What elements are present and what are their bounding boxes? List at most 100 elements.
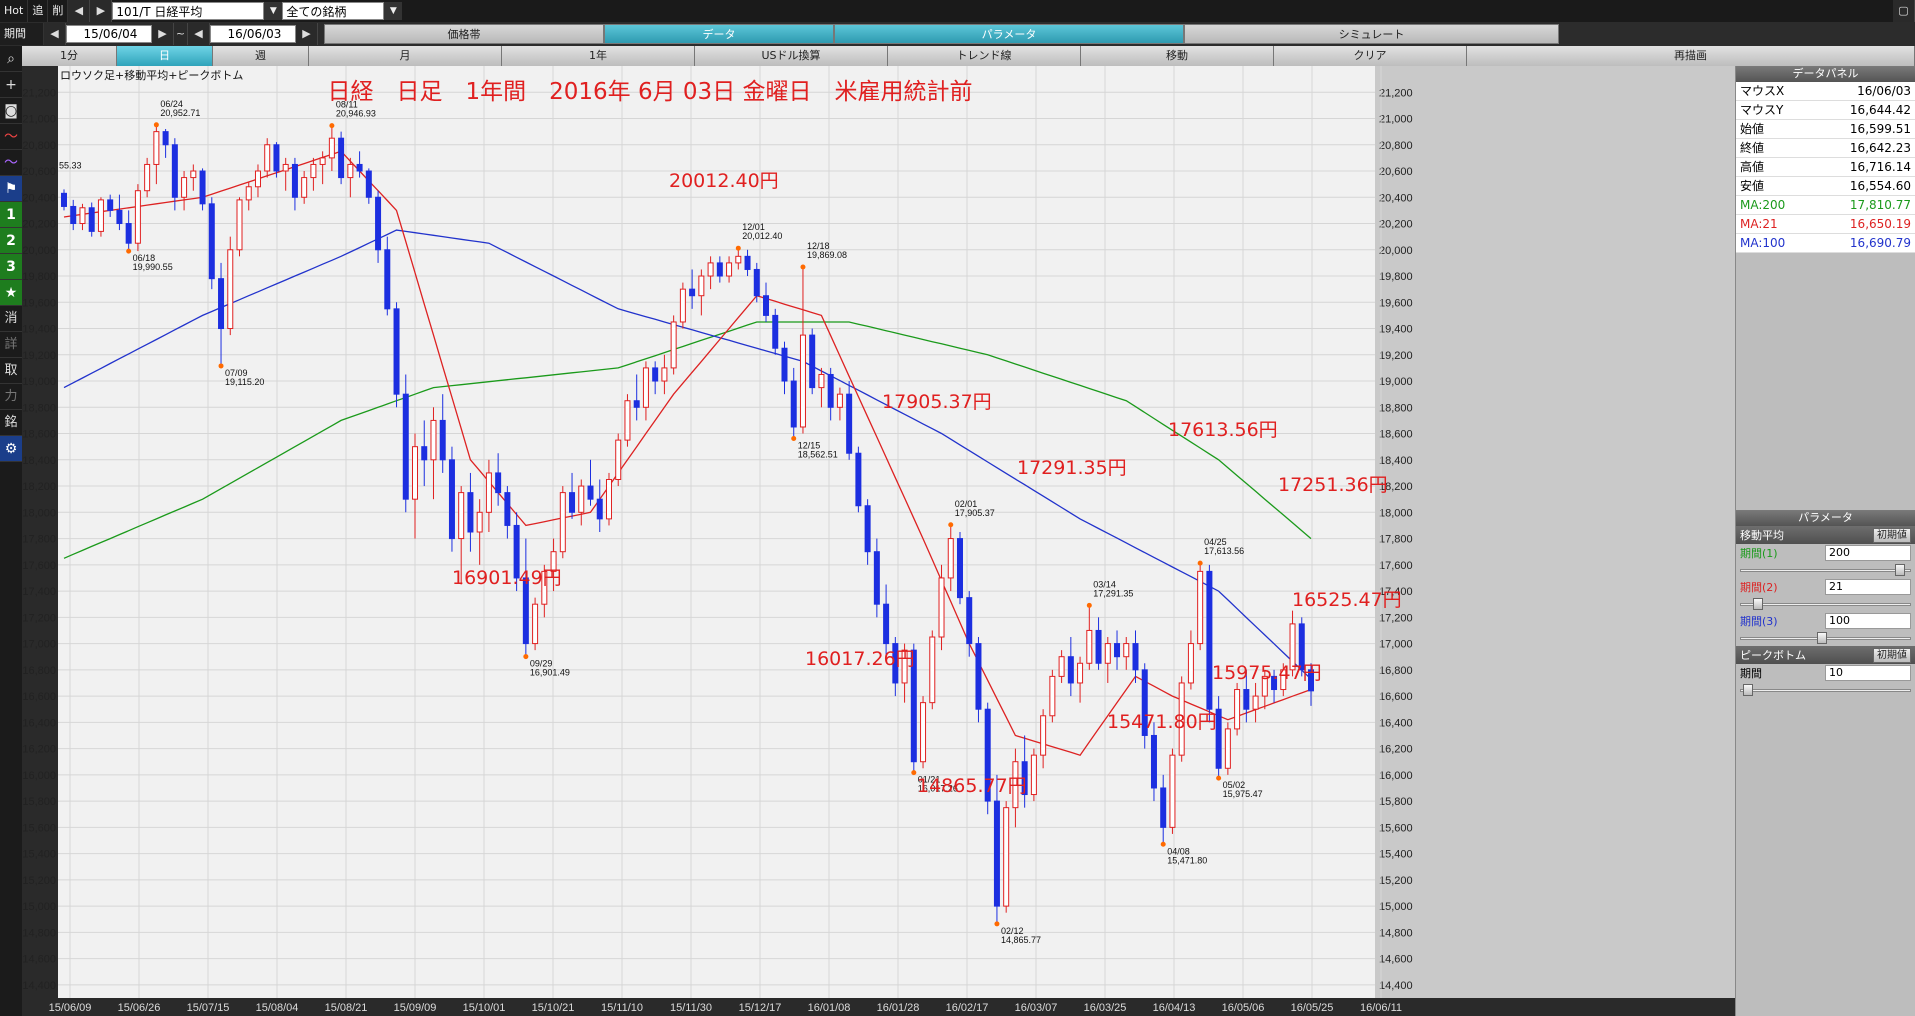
candle-body	[818, 373, 825, 389]
ma-param-label: 期間(3)	[1740, 615, 1778, 628]
timeframe-tab-8[interactable]: クリア	[1274, 46, 1467, 66]
gear-icon[interactable]: ⚙	[0, 436, 22, 462]
y-tick-label: 15,600	[1379, 822, 1413, 834]
y-tick-label: 14,400	[1379, 980, 1413, 992]
timeframe-tab-0[interactable]: 1分	[22, 46, 117, 66]
x-tick-label: 15/10/01	[463, 1002, 506, 1014]
filter-select[interactable]: 全ての銘柄	[282, 2, 385, 20]
timeframe-tab-2[interactable]: 週	[213, 46, 309, 66]
ma-param-field[interactable]: 200	[1825, 545, 1911, 561]
camera-icon[interactable]: ◙	[0, 98, 22, 124]
candle-body	[689, 288, 696, 297]
ma-slider-thumb[interactable]	[1752, 598, 1763, 610]
candle-body	[448, 459, 455, 540]
ma-reset-button[interactable]: 初期値	[1873, 527, 1911, 543]
tab-0[interactable]: 価格帯	[324, 24, 604, 44]
candlestick-chart[interactable]: 21,200 21,200 21,000 21,000 20,800 20,800 20,6…	[22, 66, 1735, 1016]
ma-slider-thumb[interactable]	[1816, 632, 1827, 644]
tab-3[interactable]: シミュレート	[1184, 24, 1559, 44]
candle-body	[532, 603, 539, 645]
peak-value-label: 19,869.08	[807, 250, 847, 260]
x-tick-label: 15/06/09	[49, 1002, 92, 1014]
line-chart-icon[interactable]: 〜	[0, 124, 22, 150]
timeframe-tab-3[interactable]: 月	[309, 46, 502, 66]
period-start-next-icon[interactable]: ▶	[152, 23, 174, 45]
flag-icon[interactable]: ⚑	[0, 176, 22, 202]
symbol-dropdown-icon[interactable]: ▼	[264, 2, 283, 20]
timeframe-tab-7[interactable]: 移動	[1081, 46, 1274, 66]
price-callout: 16901.49円	[452, 567, 562, 589]
symbol-select[interactable]: 101/T 日経平均	[112, 2, 265, 20]
peak-marker	[800, 264, 806, 270]
period-toolbar: 期間 ◀ 15/06/04 ▶ ~ ◀ 16/06/03 ▶ 価格帯 データ パラメ…	[0, 22, 1915, 46]
timeframe-tab-9[interactable]: 再描画	[1467, 46, 1915, 66]
prev-arrow-icon[interactable]: ◀	[68, 0, 91, 22]
pb-reset-button[interactable]: 初期値	[1873, 647, 1911, 663]
minimize-icon[interactable]: ▢	[1893, 0, 1915, 22]
star-icon[interactable]: ★	[0, 280, 22, 306]
slot-1-button[interactable]: 1	[0, 202, 22, 228]
slot-2-button[interactable]: 2	[0, 228, 22, 254]
candle-body	[1243, 689, 1250, 710]
trade-button[interactable]: 取	[0, 358, 22, 384]
y-tick-label: 17,600	[1379, 560, 1413, 572]
y-tick-label: 16,400	[1379, 717, 1413, 729]
hot-button[interactable]: Hot	[0, 0, 29, 22]
data-row-value: 16,642.23	[1849, 141, 1911, 155]
peak-marker	[911, 770, 917, 776]
ma-param-slider[interactable]	[1740, 562, 1911, 578]
timeframe-tab-6[interactable]: トレンド線	[888, 46, 1081, 66]
y-tick-label-left: 15,000	[22, 901, 56, 913]
pb-period-field[interactable]: 10	[1825, 665, 1911, 681]
ma-param-slider[interactable]	[1740, 596, 1911, 612]
plus-icon[interactable]: +	[0, 72, 22, 98]
candle-body	[698, 275, 705, 297]
slot-3-button[interactable]: 3	[0, 254, 22, 280]
tab-1[interactable]: データ	[604, 24, 834, 44]
pb-slider-thumb[interactable]	[1743, 684, 1754, 696]
candle-body	[1086, 629, 1093, 664]
period-end-next-icon[interactable]: ▶	[296, 23, 318, 45]
period-prev-icon[interactable]: ◀	[44, 23, 66, 45]
tab-2[interactable]: パラメータ	[834, 24, 1184, 44]
erase-button[interactable]: 消	[0, 306, 22, 332]
candle-body	[1224, 728, 1231, 769]
data-row: 終値 16,642.23	[1736, 139, 1915, 158]
candle-body	[892, 643, 899, 684]
y-tick-label: 15,200	[1379, 875, 1413, 887]
price-callout: 17613.56円	[1168, 419, 1278, 441]
line-chart2-icon[interactable]: 〜	[0, 150, 22, 176]
ma-param-field[interactable]: 21	[1825, 579, 1911, 595]
candle-body	[615, 439, 622, 480]
input-button[interactable]: 力	[0, 384, 22, 410]
ma-param-field[interactable]: 100	[1825, 613, 1911, 629]
chart-legend: ロウソク足+移動平均+ピークボトム	[60, 68, 243, 82]
timeframe-tab-1[interactable]: 日	[117, 46, 213, 66]
y-tick-label-left: 15,800	[22, 796, 56, 808]
next-arrow-icon[interactable]: ▶	[90, 0, 113, 22]
x-tick-label: 16/03/25	[1084, 1002, 1127, 1014]
delete-button[interactable]: 削	[48, 0, 69, 22]
peak-value-label: 14,865.77	[1001, 935, 1041, 945]
add-button[interactable]: 追	[28, 0, 49, 22]
ma-param-slider[interactable]	[1740, 630, 1911, 646]
price-callout: 15975.47円	[1212, 662, 1322, 684]
candle-body	[1271, 675, 1278, 691]
search-icon[interactable]: ⌕	[0, 46, 22, 72]
x-tick-label: 15/12/17	[739, 1002, 782, 1014]
period-end-prev-icon[interactable]: ◀	[188, 23, 210, 45]
pb-period-slider[interactable]	[1740, 682, 1911, 698]
period-start-field[interactable]: 15/06/04	[66, 25, 152, 43]
data-row-value: 16,644.42	[1849, 103, 1911, 117]
ma-slider-thumb[interactable]	[1895, 564, 1906, 576]
y-tick-label: 18,400	[1379, 455, 1413, 467]
filter-dropdown-icon[interactable]: ▼	[384, 2, 403, 20]
data-row-key: MA:100	[1740, 236, 1786, 250]
symbol-button[interactable]: 銘	[0, 410, 22, 436]
timeframe-tab-5[interactable]: USドル換算	[695, 46, 888, 66]
detail-button[interactable]: 詳	[0, 332, 22, 358]
period-end-field[interactable]: 16/06/03	[210, 25, 296, 43]
candle-body	[162, 131, 169, 146]
timeframe-tab-4[interactable]: 1年	[502, 46, 695, 66]
data-row: 始値 16,599.51	[1736, 120, 1915, 139]
